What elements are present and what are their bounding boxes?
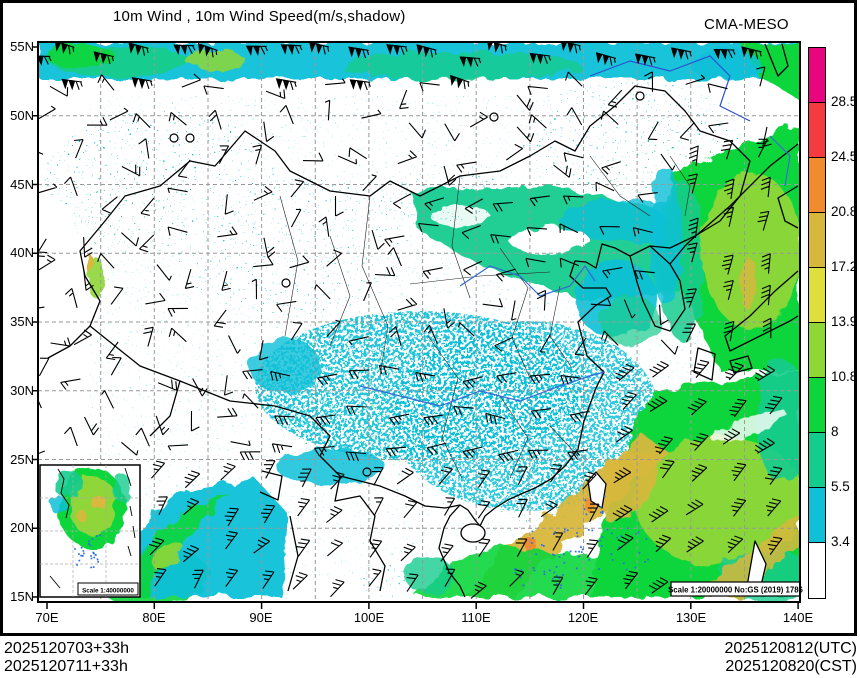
colorbar-segment — [808, 47, 826, 104]
y-axis-label: 50N — [10, 108, 34, 123]
colorbar-tick-label: 5.5 — [831, 479, 850, 494]
x-axis-label: 130E — [675, 610, 707, 625]
x-axis-label: 140E — [782, 610, 814, 625]
colorbar-segment — [808, 157, 826, 214]
y-axis-label: 30N — [10, 383, 34, 398]
x-axis-label: 110E — [461, 610, 491, 625]
colorbar-segment — [808, 322, 826, 379]
valid-time-utc: 2025120812(UTC) — [724, 640, 857, 657]
valid-times: 2025120812(UTC) 2025120820(CST) — [724, 640, 857, 676]
rivers — [359, 55, 791, 407]
colorbar-tick-label: 3.4 — [831, 534, 850, 549]
chart-title: 10m Wind , 10m Wind Speed(m/s,shadow) — [113, 8, 406, 25]
y-axis-label: 35N — [10, 314, 34, 329]
colorbar-tick-label: 13.9 — [831, 314, 858, 329]
inset-map: Scale 1:40000000 — [39, 464, 141, 598]
colorbar-segment — [808, 377, 826, 434]
y-axis-label: 20N — [10, 520, 34, 535]
colorbar-tick-label: 8 — [831, 424, 839, 439]
y-axis-label: 25N — [10, 452, 34, 467]
colorbar-tick-label: 20.8 — [831, 204, 858, 219]
colorbar-segment — [808, 542, 826, 599]
x-axis-label: 80E — [142, 610, 166, 625]
map-scale-note: Scale 1:20000000 No:GS (2019) 1786 — [668, 586, 803, 595]
colorbar-tick-label: 10.8 — [831, 369, 858, 384]
colorbar-segment — [808, 487, 826, 544]
y-axis-label: 40N — [10, 245, 34, 260]
colorbar-segment — [808, 432, 826, 489]
y-axis-label: 55N — [10, 39, 34, 54]
colorbar-tick-label: 28.5 — [831, 94, 858, 109]
inset-scale-note: Scale 1:40000000 — [82, 587, 134, 594]
init-times: 2025120703+33h 2025120711+33h — [4, 640, 129, 676]
figure-frame — [0, 0, 857, 636]
model-name-label: CMA-MESO — [704, 16, 789, 33]
init-time-line1: 2025120703+33h — [4, 640, 130, 657]
x-axis-label: 90E — [249, 610, 273, 625]
init-time-line2: 2025120711+33h — [4, 658, 128, 675]
scale-note-box: Scale 1:20000000 No:GS (2019) 1786 — [668, 581, 804, 597]
wind-barb-layer — [38, 42, 783, 599]
graticule-gridlines — [38, 42, 800, 602]
station-circle-markers — [169, 91, 645, 477]
x-axis-label: 70E — [35, 610, 59, 625]
precip-speck-layer — [513, 495, 649, 589]
y-axis-label: 45N — [10, 177, 34, 192]
valid-time-cst: 2025120820(CST) — [725, 658, 857, 675]
wind-speed-shading — [39, 42, 800, 602]
x-axis-label: 120E — [567, 610, 599, 625]
colorbar-segment — [808, 267, 826, 324]
colorbar-tick-label: 17.2 — [831, 259, 858, 274]
colorbar-tick-label: 24.5 — [831, 149, 858, 164]
x-axis-label: 100E — [353, 610, 385, 625]
axis-tick-marks — [32, 46, 799, 609]
province-borders — [279, 155, 691, 479]
coastlines-borders — [47, 43, 799, 598]
colorbar-segment — [808, 212, 826, 269]
y-axis-label: 15N — [10, 589, 34, 604]
colorbar-segment — [808, 102, 826, 159]
map-plot: Scale 1:40000000 Scale 1:20000000 No:GS … — [32, 41, 804, 609]
